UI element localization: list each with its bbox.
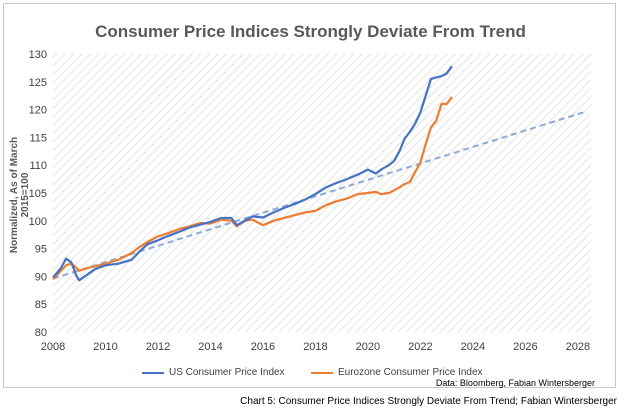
us-cpi-line	[52, 65, 453, 282]
y-tick-label: 85	[35, 299, 47, 311]
chart-frame: Consumer Price Indices Strongly Deviate …	[3, 3, 616, 388]
legend-label-eurozone: Eurozone Consumer Price Index	[338, 367, 483, 378]
y-tick-label: 105	[29, 188, 47, 200]
x-tick-label: 2028	[566, 341, 590, 353]
x-tick-label: 2014	[198, 341, 222, 353]
x-tick-labels: 2008 2010 2012 2014 2016 2018 2020 2022 2024 2026…	[41, 341, 590, 353]
x-tick-label: 2010	[93, 341, 117, 353]
plot-background	[53, 54, 591, 332]
x-tick-label: 2018	[303, 341, 327, 353]
x-tick-label: 2016	[251, 341, 275, 353]
x-tick-label: 2012	[146, 341, 170, 353]
y-tick-label: 125	[29, 77, 47, 89]
y-tick-label: 90	[35, 271, 47, 283]
x-tick-label: 2022	[408, 341, 432, 353]
x-tick-label: 2020	[356, 341, 380, 353]
legend-swatch-eurozone	[311, 371, 333, 374]
y-tick-label: 95	[35, 244, 47, 256]
y-tick-label: 110	[29, 160, 47, 172]
legend-item-eurozone: Eurozone Consumer Price Index	[311, 367, 483, 378]
x-tick-label: 2024	[461, 341, 485, 353]
y-tick-label: 130	[29, 49, 47, 61]
x-tick-label: 2008	[41, 341, 65, 353]
y-tick-label: 115	[29, 132, 47, 144]
series-lines	[52, 65, 584, 282]
legend: US Consumer Price Index Eurozone Consume…	[4, 367, 617, 383]
y-tick-label: 100	[29, 216, 47, 228]
y-tick-labels: 80 85 90 95 100 105 110 115 120 125 130	[29, 49, 47, 339]
eurozone-cpi-line	[52, 96, 453, 280]
legend-swatch-us	[142, 371, 164, 374]
figure-caption: Chart 5: Consumer Price Indices Strongly…	[240, 396, 617, 407]
legend-label-us: US Consumer Price Index	[169, 367, 285, 378]
chart-title: Consumer Price Indices Strongly Deviate …	[95, 22, 526, 41]
y-tick-label: 120	[29, 105, 47, 117]
x-tick-label: 2026	[513, 341, 537, 353]
legend-item-us: US Consumer Price Index	[142, 367, 285, 378]
y-tick-label: 80	[35, 327, 47, 339]
source-note: Data: Bloomberg, Fabian Wintersberger	[435, 378, 595, 388]
